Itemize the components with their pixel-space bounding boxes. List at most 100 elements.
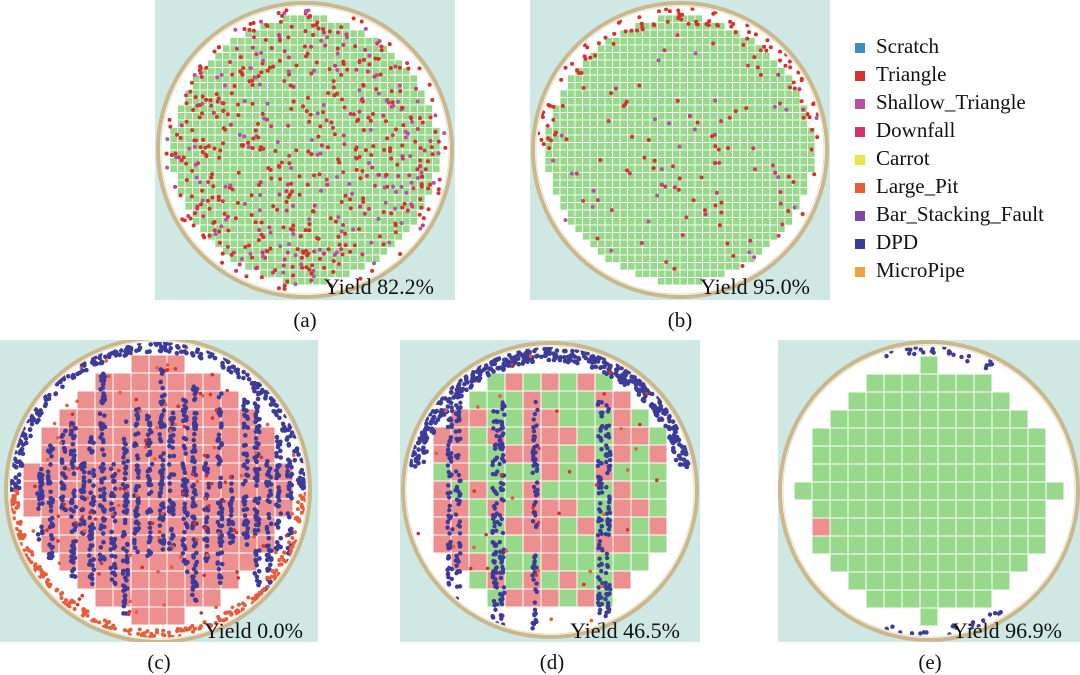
defect-point <box>419 174 424 179</box>
defect-point <box>726 146 731 151</box>
defect-point <box>778 49 783 54</box>
defect-point <box>606 604 611 609</box>
defect-point <box>192 459 197 465</box>
defect-point <box>214 92 219 97</box>
defect-point <box>595 463 600 469</box>
defect-point <box>18 439 24 444</box>
defect-point <box>369 153 374 158</box>
defect-point <box>71 490 76 496</box>
defect-point <box>196 161 201 166</box>
defect-point <box>176 155 181 160</box>
defect-point <box>242 26 247 31</box>
defect-point <box>124 556 130 561</box>
defect-point <box>481 367 487 372</box>
defect-point <box>310 263 315 268</box>
defect-point <box>388 149 393 154</box>
defect-point <box>228 122 233 127</box>
defect-point <box>449 405 454 410</box>
defect-point <box>235 367 241 373</box>
defect-point <box>548 103 553 108</box>
defect-point <box>133 513 139 519</box>
defect-point <box>225 214 230 219</box>
defect-point <box>744 106 749 111</box>
defect-point <box>281 225 286 230</box>
panel-caption-e: (e) <box>918 650 942 674</box>
defect-point <box>370 112 375 117</box>
defect-point <box>457 478 462 484</box>
defect-point <box>100 382 106 387</box>
defect-point <box>178 349 184 355</box>
defect-point <box>588 569 593 574</box>
defect-point <box>266 166 271 171</box>
defect-point <box>63 428 68 434</box>
defect-point <box>252 528 258 533</box>
defect-point <box>589 618 594 623</box>
defect-point <box>303 228 308 233</box>
defect-point <box>256 238 261 243</box>
defect-point <box>646 138 651 143</box>
defect-point <box>68 507 74 512</box>
defect-point <box>193 570 199 575</box>
defect-point <box>954 625 959 630</box>
defect-point <box>491 488 497 493</box>
defect-point <box>241 425 247 430</box>
defect-point <box>404 190 409 195</box>
defect-point <box>417 436 423 441</box>
defect-point <box>516 361 522 367</box>
defect-point <box>191 437 196 443</box>
defect-point <box>604 484 609 490</box>
defect-point <box>39 528 45 534</box>
defect-point <box>912 351 917 357</box>
defect-point <box>200 101 205 106</box>
legend-swatch <box>855 127 865 137</box>
defect-point <box>340 252 345 257</box>
defect-point <box>266 576 271 581</box>
defect-point <box>274 467 279 473</box>
defect-point <box>531 453 536 459</box>
defect-point <box>436 151 441 156</box>
defect-point <box>405 208 410 213</box>
defect-point <box>200 111 205 116</box>
defect-point <box>669 439 675 444</box>
defect-point <box>347 197 352 202</box>
defect-point <box>667 413 672 419</box>
defect-point <box>278 244 283 249</box>
defect-point <box>180 551 186 556</box>
defect-point <box>598 158 603 163</box>
defect-point <box>132 545 138 551</box>
defect-point <box>314 22 319 27</box>
defect-point <box>792 205 797 210</box>
defect-point <box>287 459 293 464</box>
defect-point <box>219 421 224 426</box>
defect-point <box>278 535 284 541</box>
defect-point <box>215 438 220 443</box>
defect-point <box>446 442 451 448</box>
defect-point <box>435 417 441 423</box>
defect-point <box>215 519 221 525</box>
defect-point <box>288 547 293 552</box>
defect-point <box>289 495 294 501</box>
defect-point <box>459 393 464 399</box>
defect-point <box>549 617 554 621</box>
defect-point <box>277 448 283 454</box>
legend-label: MicroPipe <box>876 258 965 282</box>
panel-caption-b: (b) <box>667 308 693 332</box>
defect-point <box>222 211 227 216</box>
defect-point <box>184 93 189 98</box>
defect-point <box>265 483 270 488</box>
defect-point <box>321 251 326 256</box>
defect-point <box>70 412 75 417</box>
defect-point <box>342 142 347 147</box>
defect-point <box>67 467 71 472</box>
defect-point <box>246 595 251 600</box>
defect-point <box>665 19 670 24</box>
defect-point <box>301 250 306 255</box>
defect-point <box>677 176 682 181</box>
defect-point <box>72 606 77 611</box>
defect-point <box>250 146 255 151</box>
defect-point <box>497 522 503 527</box>
defect-point <box>17 536 22 541</box>
defect-point <box>663 423 668 429</box>
defect-point <box>667 418 672 424</box>
defect-point <box>102 424 108 430</box>
